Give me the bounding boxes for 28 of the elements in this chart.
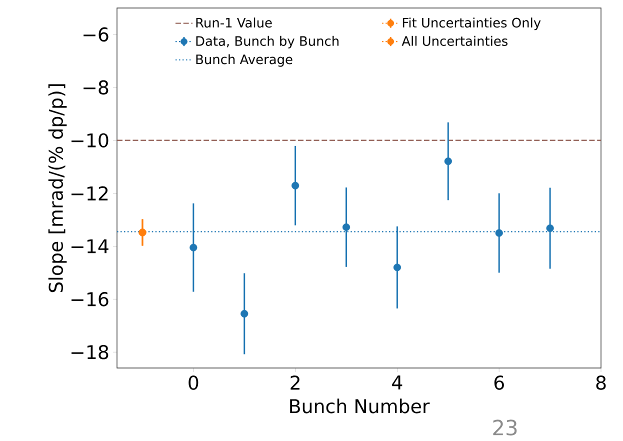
point [444,157,452,166]
x-axis-title: Bunch Number [290,398,430,414]
y-tick-label: −12 [72,186,108,200]
legend-label: Fit Uncertainties Only [402,18,541,30]
legend-label: All Uncertainties [402,36,508,46]
x-tick-label: 8 [596,376,606,390]
x-tick-label: 2 [290,376,300,390]
legend-label: Data, Bunch by Bunch [196,36,338,48]
x-tick-label: 4 [392,376,402,390]
point [546,224,554,232]
y-tick-label: −6 [84,27,108,42]
point [393,264,402,272]
text: 23 [493,420,517,436]
point [342,223,350,231]
x-tick-label: 6 [494,376,504,390]
x-tick-label: 0 [188,376,198,390]
y-tick-label: −16 [72,292,108,306]
point [495,229,503,237]
y-tick-label: −8 [84,80,108,95]
point [190,244,198,252]
y-tick-label: −18 [72,344,108,360]
point [240,310,248,318]
point [292,182,300,190]
legend-label: Bunch Average [196,54,292,67]
y-axis-title: Slope [mrad/(% dp/p)] [48,84,67,292]
y-tick-label: −10 [72,133,108,148]
y-tick-label: −14 [72,239,108,254]
legend-label: Run-1 Value [196,18,272,28]
